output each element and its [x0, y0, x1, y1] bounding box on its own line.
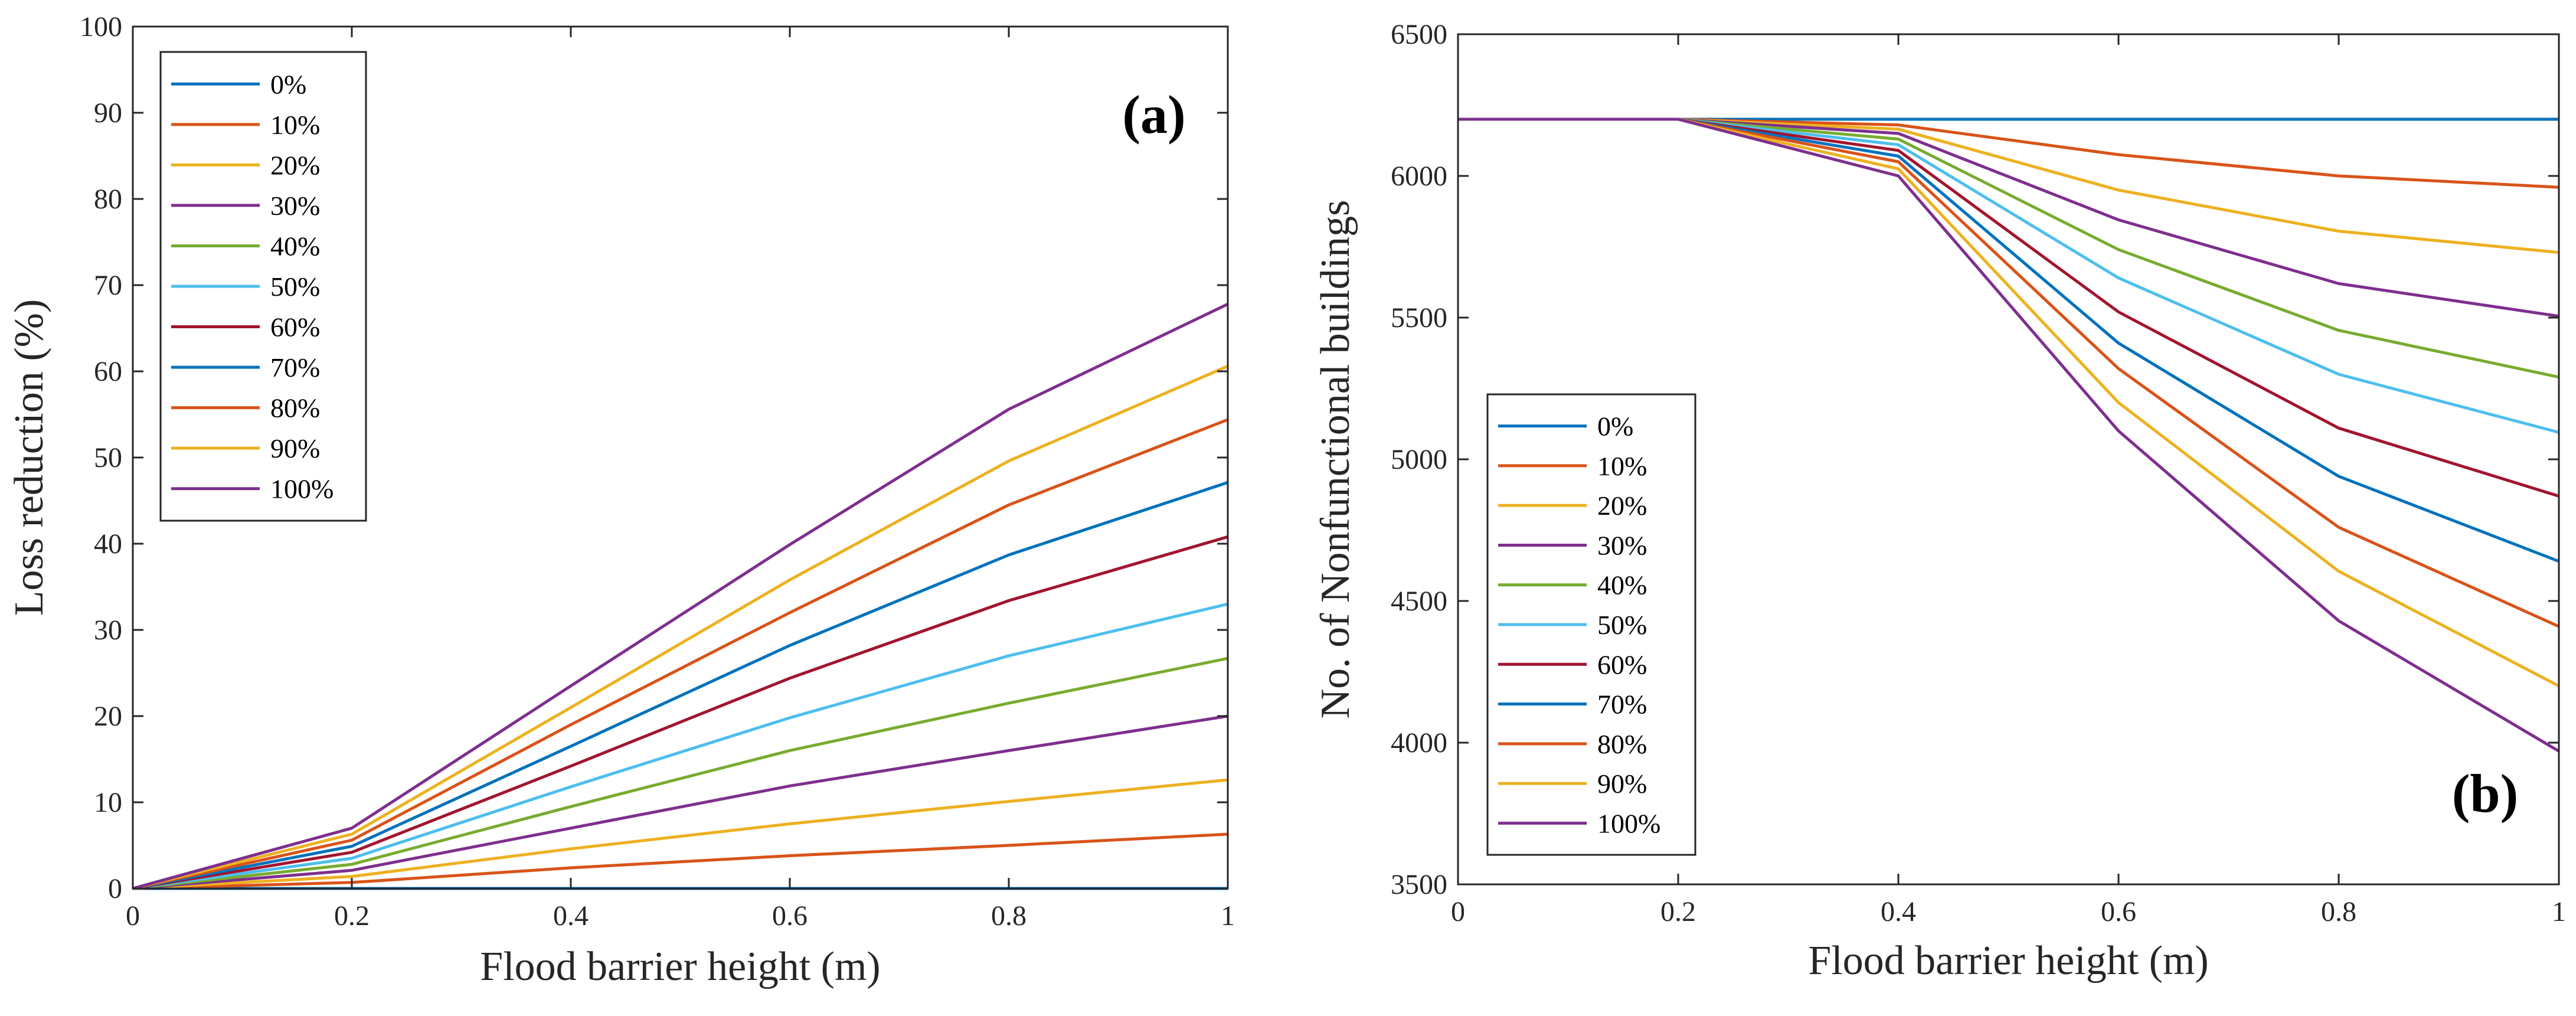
y-tick-label: 70 — [94, 270, 122, 301]
x-tick-label: 0.8 — [2321, 896, 2356, 927]
series-lines — [132, 302, 1229, 890]
x-axis-title: Flood barrier height (m) — [480, 944, 880, 989]
legend: 0% 10% 20% 30% 40% 50% 60% 70% 80% 90% 100% — [1486, 393, 1696, 856]
legend: 0% 10% 20% 30% 40% 50% 60% 70% 80% 90% 100% — [159, 51, 367, 522]
series-lines — [1458, 117, 2560, 753]
legend-label-9: 90% — [1597, 769, 1647, 799]
panel-label: (a) — [1122, 84, 1185, 145]
series-line-a-7 — [132, 481, 1228, 890]
legend-label-3: 30% — [270, 191, 320, 221]
legend-label-1: 10% — [1597, 451, 1647, 481]
x-tick-label: 1 — [1221, 900, 1235, 932]
legend-label-1: 10% — [270, 110, 320, 140]
y-tick-label: 80 — [94, 184, 122, 215]
y-tick-label: 30 — [94, 615, 122, 646]
x-axis-ticks: 0 0.2 0.4 0.6 0.8 1 — [1451, 34, 2566, 927]
x-tick-label: 1 — [2552, 896, 2566, 927]
chart-panel-a: 0 0.2 0.4 0.6 0.8 10102030405060708090100Floo… — [6, 11, 1235, 989]
y-tick-label: 4500 — [1391, 586, 1447, 617]
legend-label-5: 50% — [1597, 610, 1647, 640]
series-line-a-4 — [132, 656, 1228, 890]
y-tick-label: 40 — [94, 528, 122, 560]
y-tick-label: 4000 — [1391, 727, 1447, 759]
legend-label-6: 60% — [1597, 649, 1647, 679]
x-tick-label: 0.2 — [334, 900, 370, 932]
y-tick-label: 100 — [80, 11, 122, 43]
y-tick-label: 6500 — [1391, 19, 1447, 50]
legend-label-4: 40% — [270, 231, 320, 261]
legend-label-2: 20% — [270, 150, 320, 180]
legend-label-10: 100% — [270, 474, 334, 504]
panel-label: (b) — [2452, 763, 2518, 824]
legend-label-0: 0% — [1597, 411, 1633, 442]
x-tick-label: 0 — [1451, 896, 1465, 927]
legend-label-6: 60% — [270, 312, 320, 342]
y-axis-ticks: 0 10 20 30 40 50 60 70 80 90 100 — [80, 11, 1228, 904]
legend-label-4: 40% — [1597, 570, 1647, 600]
y-tick-label: 5500 — [1391, 302, 1447, 334]
y-tick-label: 90 — [94, 97, 122, 129]
x-tick-label: 0.6 — [772, 900, 808, 932]
y-axis-ticks: 3500 4000 4500 5000 5500 6000 6500 — [1391, 19, 2559, 900]
y-tick-label: 3500 — [1391, 869, 1447, 900]
legend-label-7: 70% — [270, 352, 320, 383]
x-tick-label: 0.8 — [991, 900, 1027, 932]
x-tick-label: 0.4 — [1881, 896, 1916, 927]
x-axis-ticks: 0 0.2 0.4 0.6 0.8 1 — [126, 27, 1235, 932]
y-tick-label: 5000 — [1391, 444, 1447, 475]
x-tick-label: 0.2 — [1660, 896, 1696, 927]
legend-label-3: 30% — [1597, 530, 1647, 560]
x-tick-label: 0.6 — [2101, 896, 2136, 927]
series-line-a-2 — [132, 778, 1228, 890]
y-tick-label: 10 — [94, 787, 122, 818]
x-axis-title: Flood barrier height (m) — [1808, 938, 2208, 984]
legend-label-0: 0% — [270, 69, 306, 99]
legend-label-9: 90% — [270, 433, 320, 463]
legend-label-8: 80% — [1597, 729, 1647, 759]
series-line-b-10 — [1458, 117, 2560, 753]
legend-label-2: 20% — [1597, 491, 1647, 521]
x-tick-label: 0.4 — [553, 900, 589, 932]
y-tick-label: 0 — [108, 873, 122, 904]
y-tick-label: 20 — [94, 701, 122, 732]
series-line-a-6 — [132, 535, 1228, 890]
series-line-b-5 — [1458, 117, 2559, 434]
x-tick-label: 0 — [126, 900, 140, 932]
series-line-a-10 — [132, 302, 1229, 890]
series-line-a-1 — [132, 832, 1228, 890]
y-axis-title: No. of Nonfunctional buildings — [1313, 200, 1358, 719]
y-axis-title: Loss reduction (%) — [6, 299, 52, 616]
series-line-a-8 — [132, 418, 1228, 890]
legend-label-10: 100% — [1597, 808, 1660, 838]
legend-label-7: 70% — [1597, 690, 1647, 720]
chart-panel-b: 0 0.2 0.4 0.6 0.8 1 3500 4000 4500 5000 5500 6000 65… — [1313, 19, 2566, 984]
y-tick-label: 50 — [94, 442, 122, 473]
y-tick-label: 6000 — [1391, 161, 1447, 192]
y-tick-label: 60 — [94, 356, 122, 387]
legend-label-8: 80% — [270, 393, 320, 423]
series-line-a-5 — [132, 602, 1228, 890]
series-line-a-3 — [132, 714, 1228, 890]
series-line-a-9 — [132, 364, 1228, 890]
legend-label-5: 50% — [270, 272, 320, 302]
